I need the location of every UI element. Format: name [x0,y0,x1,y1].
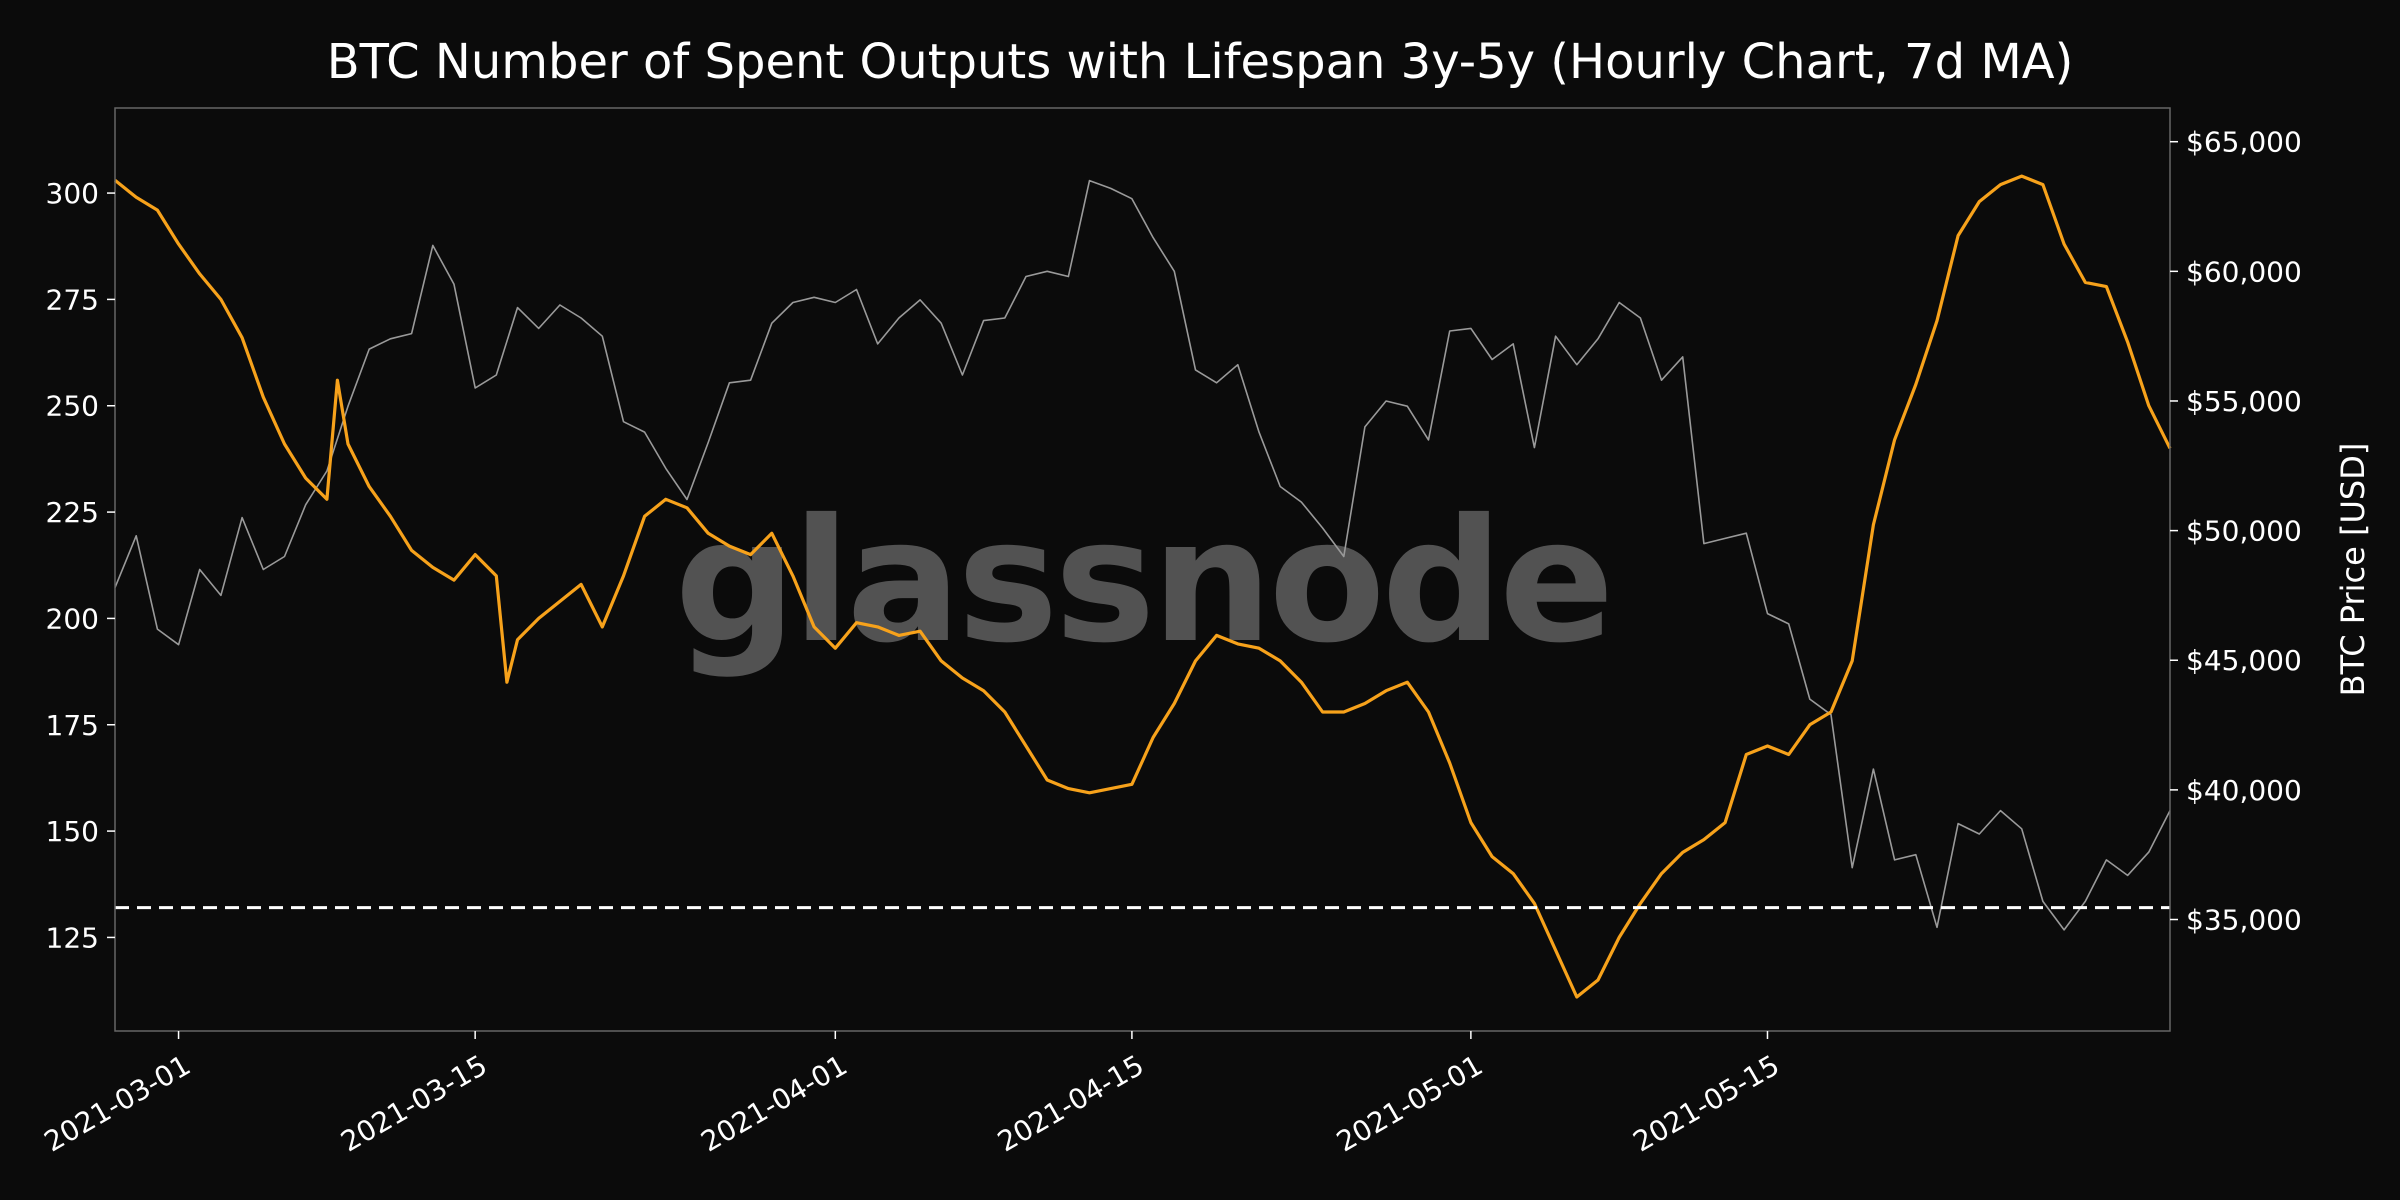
y-right-tick-label: $55,000 [2186,385,2302,418]
btc-price-series [114,179,2171,931]
y-right-axis-label: BTC Price [USD] [2334,443,2372,697]
spent-outputs-line [113,174,2172,999]
y-left-tick-label: 150 [46,815,99,848]
x-tick-label: 2021-04-15 [992,1048,1149,1158]
y-right-tick-label: $65,000 [2186,126,2302,159]
x-tick-label: 2021-05-15 [1628,1048,1785,1158]
y-right-tick-label: $50,000 [2186,515,2302,548]
y-left-tick-label: 225 [46,496,99,529]
chart-title: BTC Number of Spent Outputs with Lifespa… [326,34,2074,90]
y-left-tick-label: 300 [46,177,99,210]
y-right-tick-label: $35,000 [2186,904,2302,937]
spent-outputs-series [113,174,2172,999]
glassnode-watermark: glassnode [675,483,1611,681]
y-left-tick-label: 200 [46,602,99,635]
y-left-tick-label: 250 [46,390,99,423]
plot-frame [114,107,2171,1032]
y-right-tick-label: $60,000 [2186,255,2302,288]
x-tick-label: 2021-04-01 [695,1048,852,1158]
watermark: glassnode [675,483,1615,681]
btc-price-line [114,179,2171,931]
y-right-tick-label: $45,000 [2186,644,2302,677]
y-left-tick-label: 275 [46,283,99,316]
x-tick-label: 2021-05-01 [1331,1048,1488,1158]
y-left-tick-label: 175 [46,709,99,742]
y-right-tick-label: $40,000 [2186,774,2302,807]
y-left-tick-label: 125 [46,921,99,954]
x-tick-label: 2021-03-01 [39,1048,196,1158]
x-tick-label: 2021-03-15 [335,1048,492,1158]
